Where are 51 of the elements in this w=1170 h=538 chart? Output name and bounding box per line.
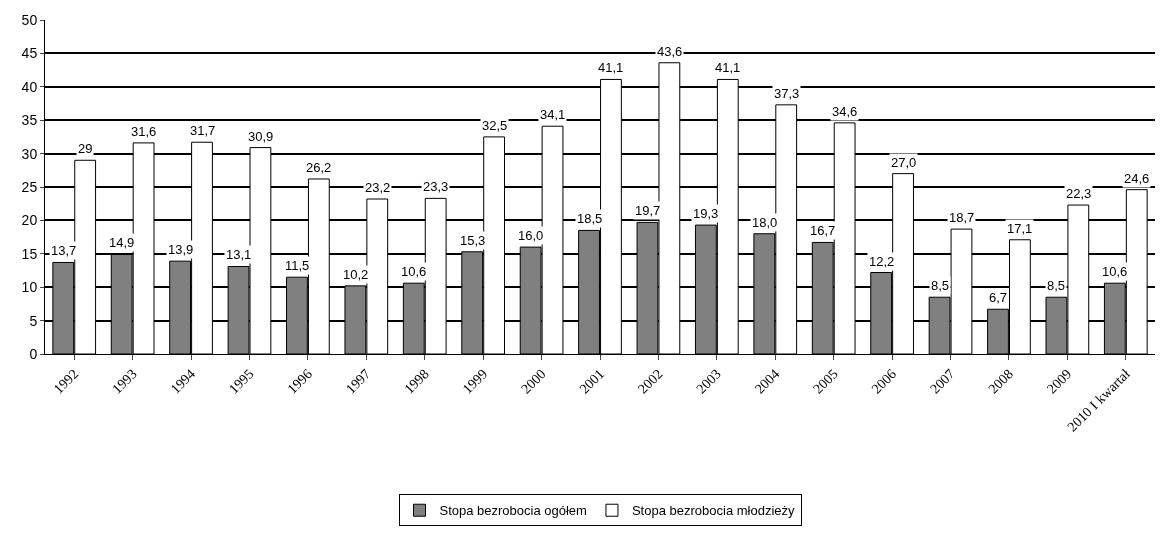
data-label: 41,1 [598, 60, 624, 75]
y-tick-label: 15 [21, 245, 38, 262]
y-tick-label: 50 [21, 11, 38, 28]
data-label: 30,9 [248, 129, 274, 144]
data-label: 12,2 [869, 254, 895, 269]
data-label: 13,1 [226, 247, 252, 262]
data-label: 43,6 [657, 44, 683, 59]
data-label: 23,3 [423, 179, 449, 194]
data-label: 23,2 [365, 180, 391, 195]
data-label: 18,5 [577, 211, 603, 226]
data-label: 26,2 [306, 160, 332, 175]
data-label: 8,5 [931, 278, 950, 293]
legend-label: Stopa bezrobocia ogółem [439, 503, 587, 519]
y-tick-label: 40 [21, 78, 38, 95]
y-tick-label: 5 [29, 312, 38, 329]
data-label: 34,6 [832, 104, 858, 119]
data-label: 16,7 [810, 223, 836, 238]
data-label: 27,0 [891, 155, 917, 170]
data-label: 24,6 [1124, 171, 1150, 186]
legend-label: Stopa bezrobocia młodzieży [631, 503, 796, 519]
data-label: 13,9 [168, 242, 194, 257]
y-tick-label: 30 [21, 145, 38, 162]
data-label: 22,3 [1066, 186, 1092, 201]
data-label: 31,6 [131, 124, 157, 139]
data-label: 19,3 [693, 206, 719, 221]
data-label: 11,5 [285, 258, 310, 273]
y-tick-label: 35 [21, 112, 38, 129]
data-label: 18,7 [949, 210, 975, 225]
y-tick-label: 10 [21, 279, 38, 296]
data-label: 34,1 [540, 107, 566, 122]
data-label: 41,1 [715, 60, 741, 75]
data-label: 29 [78, 141, 93, 156]
data-label: 19,7 [635, 203, 661, 218]
data-label: 15,3 [460, 233, 486, 248]
y-tick-label: 45 [21, 45, 38, 62]
data-label: 16,0 [518, 228, 544, 243]
data-label: 10,6 [401, 264, 427, 279]
data-label: 10,2 [343, 267, 369, 282]
y-tick-label: 0 [29, 345, 38, 362]
data-label: 14,9 [109, 235, 135, 250]
data-label: 32,5 [482, 118, 508, 133]
data-label: 10,6 [1102, 264, 1128, 279]
data-label: 6,7 [989, 290, 1008, 305]
data-label: 8,5 [1047, 278, 1066, 293]
y-tick-label: 20 [21, 212, 38, 229]
data-label: 31,7 [190, 123, 216, 138]
data-label: 37,3 [774, 86, 800, 101]
y-tick-label: 25 [21, 178, 38, 195]
data-label: 13,7 [51, 243, 77, 258]
data-label: 17,1 [1007, 221, 1033, 236]
data-label: 18,0 [752, 215, 778, 230]
